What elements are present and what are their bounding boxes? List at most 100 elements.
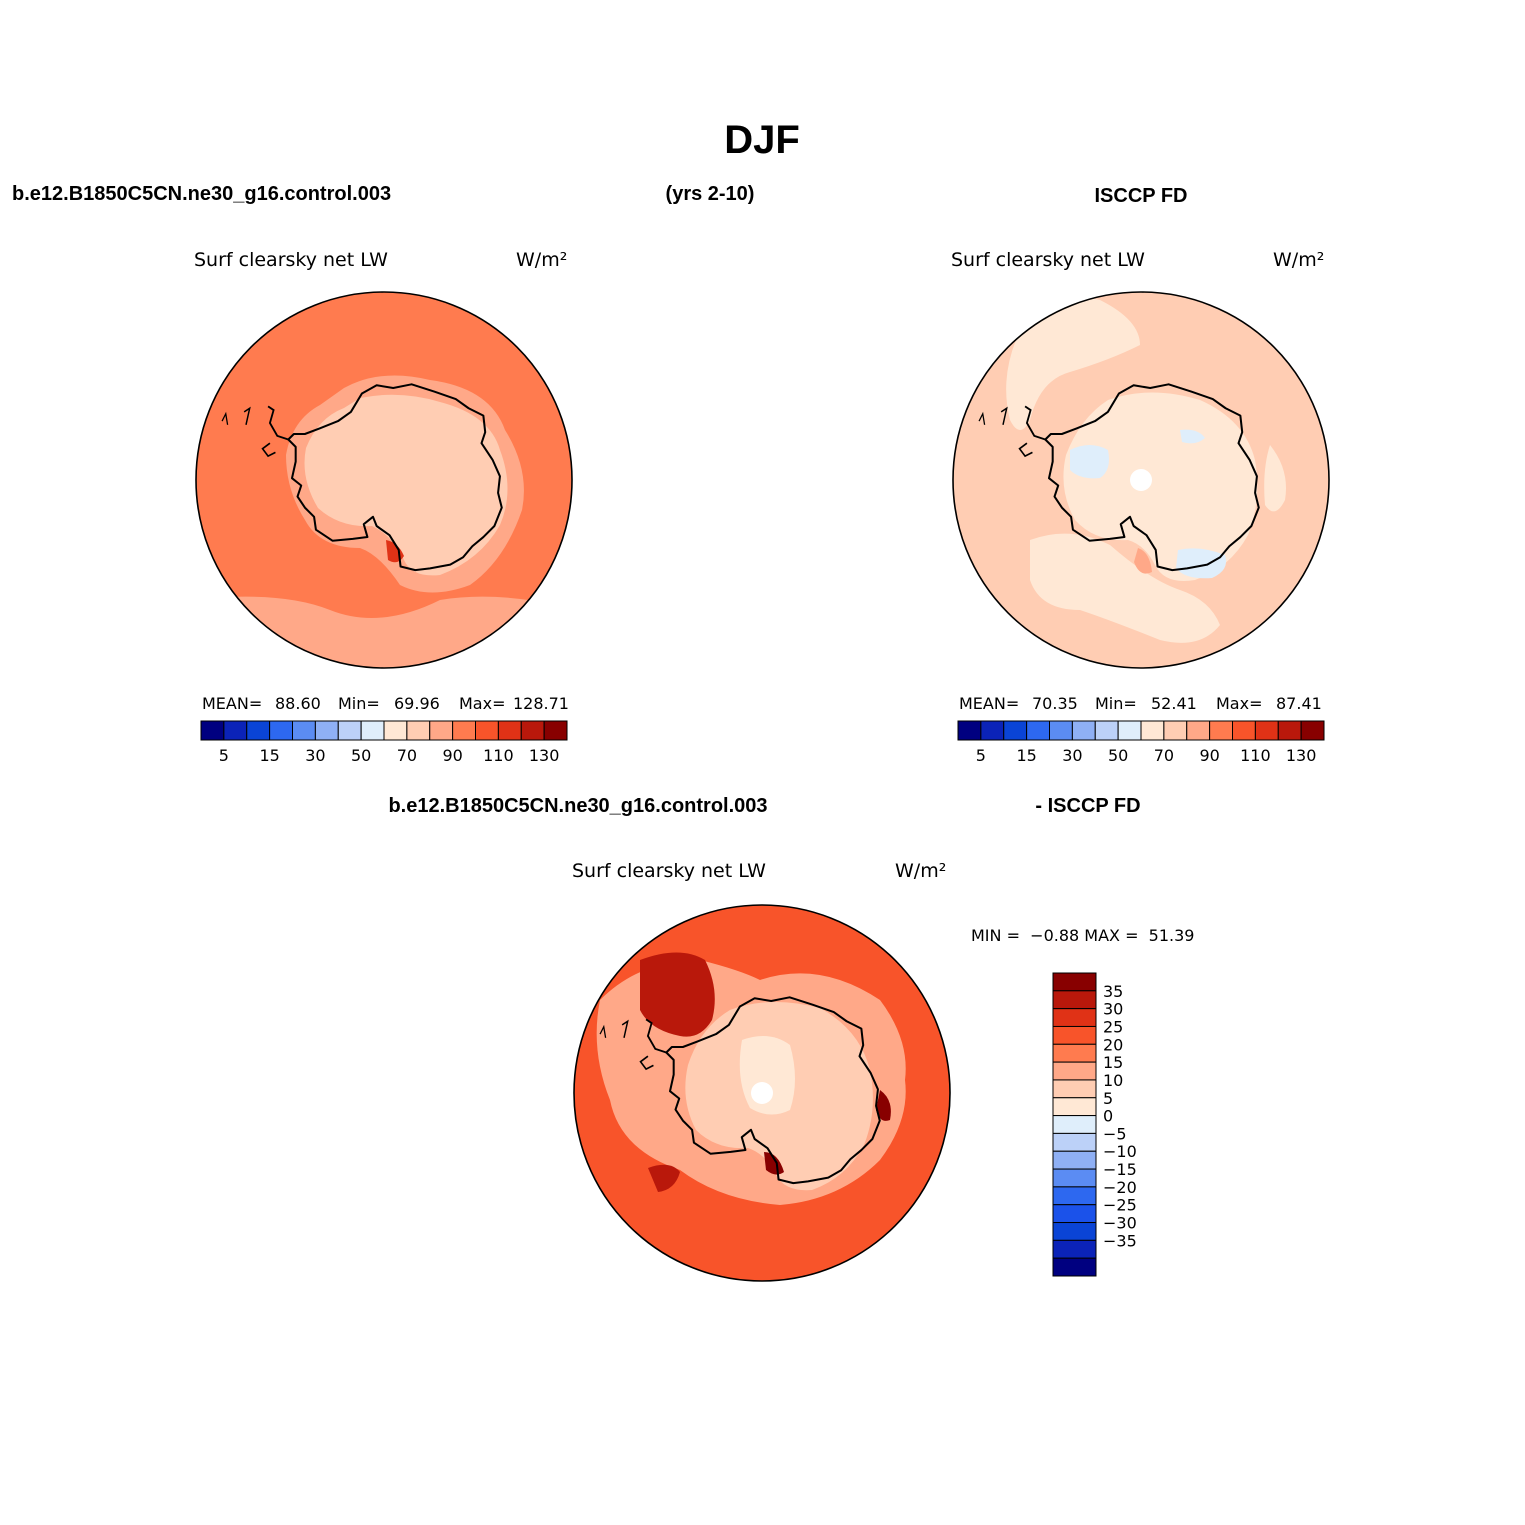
model-colorbar-tick-label: 15	[259, 746, 279, 765]
diff-colorbar-cell	[1052, 1222, 1097, 1241]
obs-colorbar-tick-label: 130	[1286, 746, 1317, 765]
diff-map	[574, 905, 950, 1281]
obs-mean-value: 70.35	[1032, 694, 1078, 713]
obs-colorbar-cell	[980, 720, 1005, 741]
diff-map-border	[573, 904, 951, 1282]
model-colorbar-cell	[520, 720, 545, 741]
diff-stats: MIN = −0.88 MAX = 51.39	[971, 926, 1194, 945]
diff-panel: Surf clearsky net LW W/m² MIN = −0.88 MA…	[572, 860, 1194, 1282]
obs-pale-right	[1264, 445, 1286, 512]
obs-colorbar-cell	[1209, 720, 1234, 741]
obs-max-value: 87.41	[1276, 694, 1322, 713]
model-panel-title: Surf clearsky net LW	[194, 249, 388, 271]
diff-colorbar-cell	[1052, 972, 1097, 992]
model-colorbar-cell	[246, 720, 271, 741]
obs-panel: Surf clearsky net LW W/m² MEAN= 70.35 Mi…	[951, 249, 1330, 765]
diff-colorbar-cell	[1052, 1079, 1097, 1099]
obs-pale-lower	[1030, 533, 1220, 643]
diff-case-label: b.e12.B1850C5CN.ne30_g16.control.003	[388, 795, 767, 817]
obs-colorbar-cell	[1049, 720, 1073, 741]
diff-panel-title: Surf clearsky net LW	[572, 860, 766, 882]
model-colorbar-tick-label: 70	[397, 746, 417, 765]
diff-colorbar-tick-label: −15	[1103, 1160, 1137, 1179]
diff-dark-region-west	[640, 952, 715, 1037]
model-max-value: 128.71	[513, 694, 569, 713]
model-colorbar-cell	[383, 720, 408, 741]
model-colorbar-cell	[269, 720, 294, 741]
obs-colorbar-tick-label: 5	[976, 746, 986, 765]
diff-colorbar-tick-label: 15	[1103, 1053, 1123, 1072]
obs-colorbar-cell	[1232, 720, 1256, 741]
model-colorbar-cell	[292, 720, 316, 741]
obs-colorbar-cell	[1186, 720, 1211, 741]
diff-colorbar-cell	[1052, 1186, 1097, 1206]
obs-colorbar-cell	[1163, 720, 1188, 741]
obs-pole-hole	[1130, 469, 1152, 491]
model-colorbar-cell	[475, 720, 499, 741]
obs-colorbar-tick-label: 70	[1154, 746, 1174, 765]
obs-colorbar-cell	[1300, 720, 1325, 741]
model-colorbar-cell	[200, 720, 225, 741]
diff-colorbar-tick-label: −10	[1103, 1142, 1137, 1161]
model-colorbar: 5 15 30 50 70 90 110 130	[200, 720, 568, 765]
diff-colorbar-tick-label: 30	[1103, 1000, 1123, 1019]
diff-colorbar-cell	[1052, 1025, 1097, 1045]
diff-pale-center	[739, 1036, 795, 1115]
obs-colorbar-tick-label: 90	[1199, 746, 1219, 765]
obs-panel-units: W/m²	[1273, 249, 1324, 271]
diff-colorbar-cell	[1052, 1097, 1097, 1117]
model-colorbar-cell	[406, 720, 431, 741]
model-colorbar-cell	[360, 720, 385, 741]
obs-colorbar-tick-label: 110	[1240, 746, 1271, 765]
obs-ice-field	[1063, 392, 1258, 581]
diff-colorbar-tick-label: −30	[1103, 1214, 1137, 1233]
diff-dark-region-east	[876, 1090, 891, 1121]
model-map	[196, 292, 572, 668]
model-colorbar-tick-label: 30	[305, 746, 325, 765]
obs-map	[953, 292, 1329, 668]
diff-colorbar-cell	[1052, 990, 1097, 1010]
model-min-label: Min=	[338, 694, 380, 713]
obs-blue-patch-1	[1070, 445, 1109, 479]
obs-max-label: Max=	[1216, 694, 1262, 713]
obs-colorbar: 5 15 30 50 70 90 110 130	[957, 720, 1325, 765]
obs-name-label: ISCCP FD	[1095, 185, 1188, 207]
obs-colorbar-tick-label: 50	[1108, 746, 1128, 765]
obs-colorbar-cell	[1117, 720, 1142, 741]
diff-colorbar-tick-label: 0	[1103, 1107, 1113, 1126]
diff-colorbar-tick-label: −5	[1103, 1124, 1127, 1143]
obs-warm-patch	[1134, 548, 1152, 574]
years-label: (yrs 2-10)	[666, 183, 755, 205]
model-colorbar-cell	[337, 720, 362, 741]
model-mean-label: MEAN=	[202, 694, 262, 713]
obs-colorbar-cell	[1094, 720, 1119, 741]
diff-obs-label: - ISCCP FD	[1035, 795, 1140, 817]
model-mean-value: 88.60	[275, 694, 321, 713]
obs-colorbar-cell	[957, 720, 982, 741]
obs-pale-upper	[1006, 295, 1140, 430]
model-map-border	[195, 291, 573, 669]
diff-colorbar-tick-label: 20	[1103, 1035, 1123, 1054]
model-colorbar-cell	[497, 720, 522, 741]
diff-colorbar-cell	[1052, 1150, 1097, 1170]
figure-title: DJF	[724, 118, 800, 162]
diff-colorbar-tick-label: 10	[1103, 1071, 1123, 1090]
model-colorbar-tick-label: 130	[529, 746, 560, 765]
model-colorbar-tick-label: 5	[219, 746, 229, 765]
diff-colorbar-cell	[1052, 1257, 1097, 1277]
diff-colorbar-cell	[1052, 1132, 1097, 1152]
model-max-label: Max=	[459, 694, 505, 713]
diff-pole-hole	[751, 1082, 773, 1104]
model-colorbar-tick-label: 50	[351, 746, 371, 765]
obs-min-value: 52.41	[1151, 694, 1197, 713]
model-panel-units: W/m²	[516, 249, 567, 271]
diff-colorbar-tick-label: −20	[1103, 1178, 1137, 1197]
diff-hotspot	[764, 1152, 784, 1175]
obs-colorbar-cell	[1277, 720, 1302, 741]
model-colorbar-cell	[223, 720, 248, 741]
model-colorbar-cell	[543, 720, 568, 741]
diff-colorbar-tick-label: 5	[1103, 1089, 1113, 1108]
model-colorbar-cell	[452, 720, 477, 741]
